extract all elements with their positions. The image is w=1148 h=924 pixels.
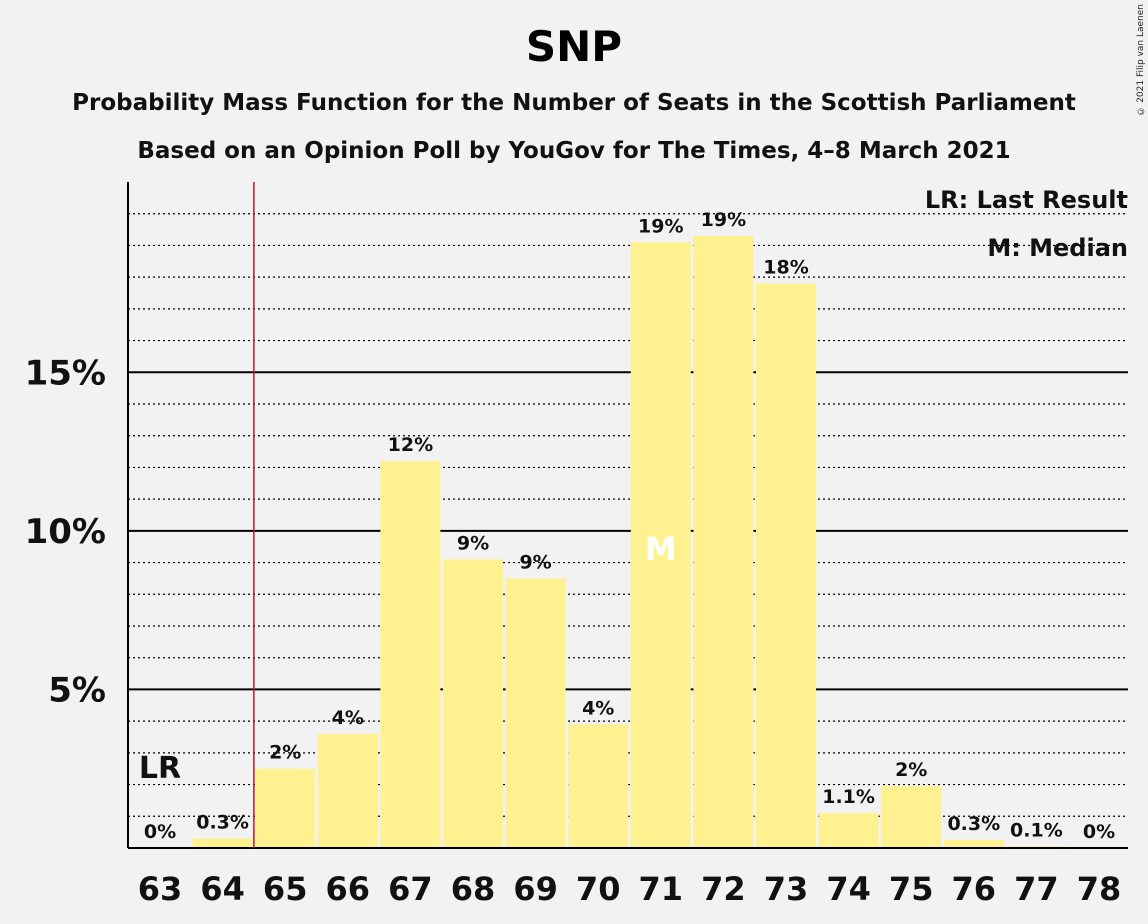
bar-72: [693, 235, 754, 848]
y-tick-label: 5%: [48, 670, 106, 710]
data-label-66: 4%: [332, 707, 364, 729]
bar-74: [818, 813, 879, 848]
x-tick-label-76: 76: [952, 870, 997, 908]
bar-65: [255, 768, 316, 848]
data-label-74: 1.1%: [822, 786, 875, 808]
x-tick-label-67: 67: [388, 870, 433, 908]
data-label-73: 18%: [763, 256, 808, 278]
bar-69: [505, 578, 566, 848]
chart-subtitle-source: Based on an Opinion Poll by YouGov for T…: [137, 138, 1011, 164]
chart-subtitle: Probability Mass Function for the Number…: [72, 90, 1076, 116]
data-label-69: 9%: [519, 551, 551, 573]
x-tick-label-70: 70: [576, 870, 621, 908]
x-tick-label-73: 73: [764, 870, 809, 908]
x-tick-label-74: 74: [826, 870, 871, 908]
x-tick-label-64: 64: [200, 870, 245, 908]
data-label-77: 0.1%: [1010, 819, 1063, 841]
data-label-65: 2%: [269, 742, 301, 764]
x-tick-label-69: 69: [513, 870, 558, 908]
y-tick-label: 10%: [25, 512, 106, 552]
x-tick-label-78: 78: [1077, 870, 1122, 908]
x-tick-label-72: 72: [701, 870, 746, 908]
data-label-68: 9%: [457, 532, 489, 554]
data-label-67: 12%: [388, 434, 433, 456]
bar-68: [443, 559, 503, 848]
last-result-marker: LR: [139, 751, 181, 786]
x-tick-label-68: 68: [451, 870, 496, 908]
x-tick-label-77: 77: [1014, 870, 1059, 908]
bar-70: [568, 724, 629, 848]
data-label-71: 19%: [638, 215, 683, 237]
bar-71: [630, 242, 691, 848]
median-marker: M: [645, 530, 677, 568]
x-tick-label-71: 71: [639, 870, 684, 908]
data-label-75: 2%: [895, 759, 927, 781]
bar-76: [943, 840, 1004, 848]
data-label-64: 0.3%: [196, 811, 249, 833]
x-tick-label-75: 75: [889, 870, 934, 908]
chart-title: SNP: [525, 22, 623, 71]
data-label-78: 0%: [1083, 821, 1115, 843]
legend-last-result: LR: Last Result: [924, 186, 1128, 214]
data-label-76: 0.3%: [947, 813, 1000, 835]
bar-73: [756, 283, 816, 848]
y-tick-label: 15%: [25, 353, 106, 393]
data-label-70: 4%: [582, 697, 614, 719]
bar-64: [192, 838, 253, 848]
x-tick-label-65: 65: [263, 870, 308, 908]
x-tick-label-63: 63: [138, 870, 183, 908]
data-label-72: 19%: [701, 209, 746, 231]
x-tick-label-66: 66: [326, 870, 371, 908]
bar-75: [881, 786, 942, 848]
bar-67: [380, 461, 441, 848]
legend-median: M: Median: [987, 234, 1128, 262]
bar-66: [317, 733, 378, 848]
data-label-63: 0%: [144, 821, 176, 843]
